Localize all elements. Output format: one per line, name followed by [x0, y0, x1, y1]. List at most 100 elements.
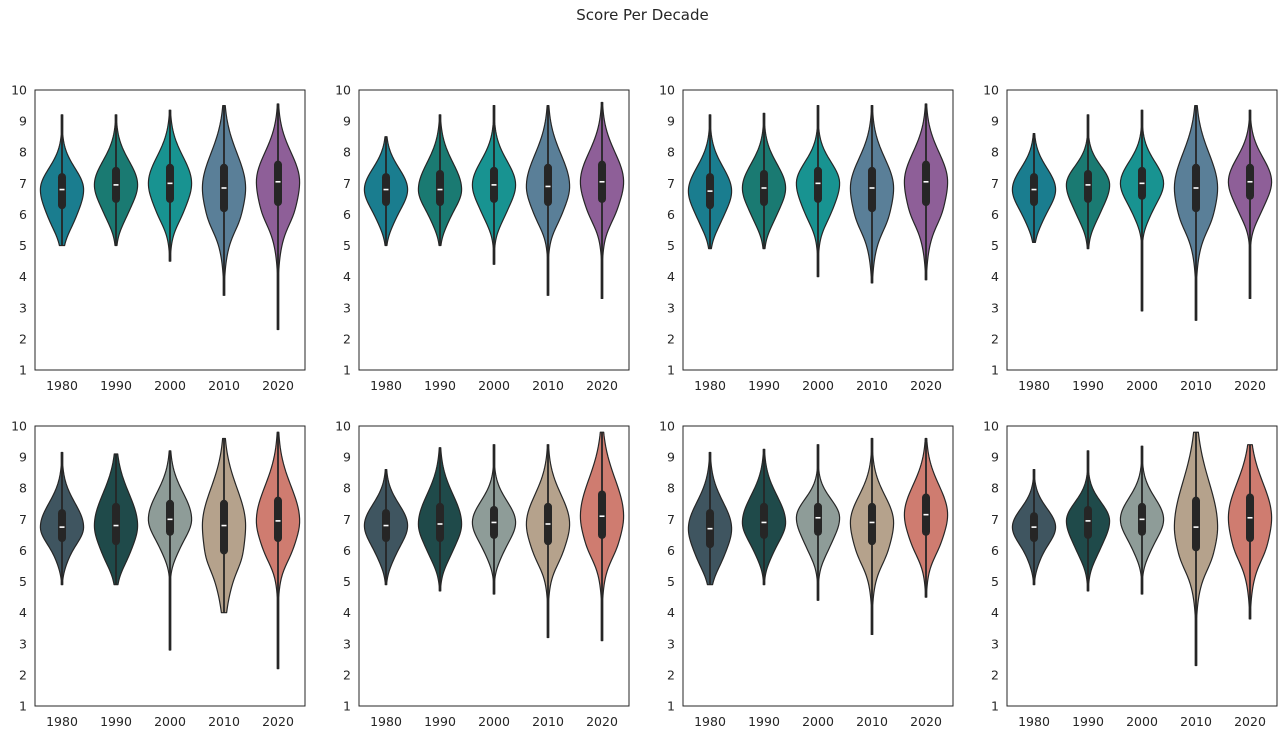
y-tick-label: 2	[667, 667, 675, 682]
panel-5: 1 2 3 4 5 6 7 8 9 10 1980 1990 2000 2010 2020	[11, 419, 306, 729]
y-tick-label: 3	[667, 636, 675, 651]
x-tick-label: 2000	[802, 714, 834, 729]
y-tick-label: 5	[991, 238, 999, 253]
y-tick-label: 10	[11, 419, 27, 434]
y-tick-label: 6	[343, 543, 351, 558]
x-tick-label: 2020	[1234, 378, 1266, 393]
violin-2000	[1119, 109, 1165, 312]
violin-2010	[201, 437, 247, 614]
y-tick-label: 10	[11, 83, 27, 98]
violin-1990	[417, 114, 463, 247]
axes-frame	[1006, 89, 1278, 371]
x-tick-label: 1980	[46, 714, 78, 729]
x-tick-label: 2010	[208, 714, 240, 729]
y-tick-label: 2	[991, 331, 999, 346]
y-tick-label: 4	[343, 605, 351, 620]
x-tick-label: 2000	[478, 714, 510, 729]
y-tick-label: 1	[667, 363, 675, 378]
violin-1980	[363, 468, 409, 586]
x-tick-label: 2010	[1180, 714, 1212, 729]
figure-title: Score Per Decade	[576, 6, 709, 24]
violin-2000	[795, 104, 841, 278]
y-tick-label: 8	[991, 481, 999, 496]
y-tick-label: 6	[991, 543, 999, 558]
violin-1980	[39, 114, 85, 247]
y-tick-label: 1	[19, 699, 27, 714]
x-tick-label: 1980	[370, 378, 402, 393]
panel-6: 1 2 3 4 5 6 7 8 9 10 1980 1990 2000 2010 2020	[335, 419, 630, 729]
violin-2010	[201, 104, 247, 296]
y-tick-label: 5	[667, 574, 675, 589]
violin-2000	[471, 104, 517, 265]
y-tick-label: 2	[343, 331, 351, 346]
violin-1990	[1065, 450, 1111, 592]
x-tick-label: 2020	[262, 714, 294, 729]
axes-frame	[682, 425, 954, 707]
y-tick-label: 1	[991, 363, 999, 378]
y-tick-label: 4	[343, 269, 351, 284]
axes-frame	[358, 425, 630, 707]
violin-1990	[93, 453, 139, 586]
violin-1980	[687, 114, 733, 250]
x-tick-label: 1990	[748, 378, 780, 393]
violin-2020	[255, 103, 301, 331]
violin-2010	[1173, 104, 1219, 321]
violin-2020	[255, 431, 301, 670]
y-tick-label: 2	[19, 667, 27, 682]
x-tick-label: 2010	[532, 378, 564, 393]
x-tick-label: 2020	[586, 714, 618, 729]
x-tick-label: 2000	[478, 378, 510, 393]
x-tick-label: 2010	[208, 378, 240, 393]
y-tick-label: 6	[667, 207, 675, 222]
y-tick-label: 6	[343, 207, 351, 222]
y-tick-label: 7	[991, 512, 999, 527]
y-tick-label: 6	[19, 207, 27, 222]
y-tick-label: 1	[343, 699, 351, 714]
violin-2020	[1227, 444, 1273, 620]
y-tick-label: 8	[19, 481, 27, 496]
y-tick-label: 3	[667, 300, 675, 315]
y-tick-label: 9	[343, 114, 351, 129]
axes-frame	[34, 89, 306, 371]
x-tick-label: 2010	[1180, 378, 1212, 393]
x-tick-label: 1990	[424, 378, 456, 393]
y-tick-label: 6	[667, 543, 675, 558]
y-tick-label: 7	[343, 512, 351, 527]
y-tick-label: 9	[667, 114, 675, 129]
x-tick-label: 1990	[100, 378, 132, 393]
y-tick-label: 4	[991, 269, 999, 284]
y-tick-label: 3	[991, 300, 999, 315]
y-tick-label: 2	[991, 667, 999, 682]
violin-1990	[93, 114, 139, 247]
y-tick-label: 9	[19, 114, 27, 129]
y-tick-label: 4	[667, 269, 675, 284]
panel-8: 1 2 3 4 5 6 7 8 9 10 1980 1990 2000 2010 2020	[983, 419, 1278, 729]
axes-frame	[34, 425, 306, 707]
violin-2000	[1119, 445, 1165, 595]
y-tick-label: 6	[991, 207, 999, 222]
x-tick-label: 2010	[856, 378, 888, 393]
violin-2000	[471, 444, 517, 595]
x-tick-label: 2000	[1126, 714, 1158, 729]
violin-2000	[147, 450, 193, 651]
y-tick-label: 8	[667, 481, 675, 496]
y-tick-label: 7	[667, 512, 675, 527]
violin-1990	[741, 112, 787, 250]
y-tick-label: 10	[335, 419, 351, 434]
x-tick-label: 1980	[370, 714, 402, 729]
y-tick-label: 10	[659, 419, 675, 434]
violin-2020	[903, 103, 949, 281]
y-tick-label: 2	[19, 331, 27, 346]
y-tick-label: 3	[343, 636, 351, 651]
y-tick-label: 7	[991, 176, 999, 191]
y-tick-label: 10	[983, 83, 999, 98]
y-tick-label: 1	[343, 363, 351, 378]
y-tick-label: 5	[19, 574, 27, 589]
y-tick-label: 1	[667, 699, 675, 714]
y-tick-label: 3	[991, 636, 999, 651]
y-tick-label: 2	[667, 331, 675, 346]
y-tick-label: 4	[19, 605, 27, 620]
violin-1980	[363, 136, 409, 247]
panel-4: 1 2 3 4 5 6 7 8 9 10 1980 1990 2000 2010 2020	[983, 83, 1278, 393]
x-tick-label: 1990	[424, 714, 456, 729]
